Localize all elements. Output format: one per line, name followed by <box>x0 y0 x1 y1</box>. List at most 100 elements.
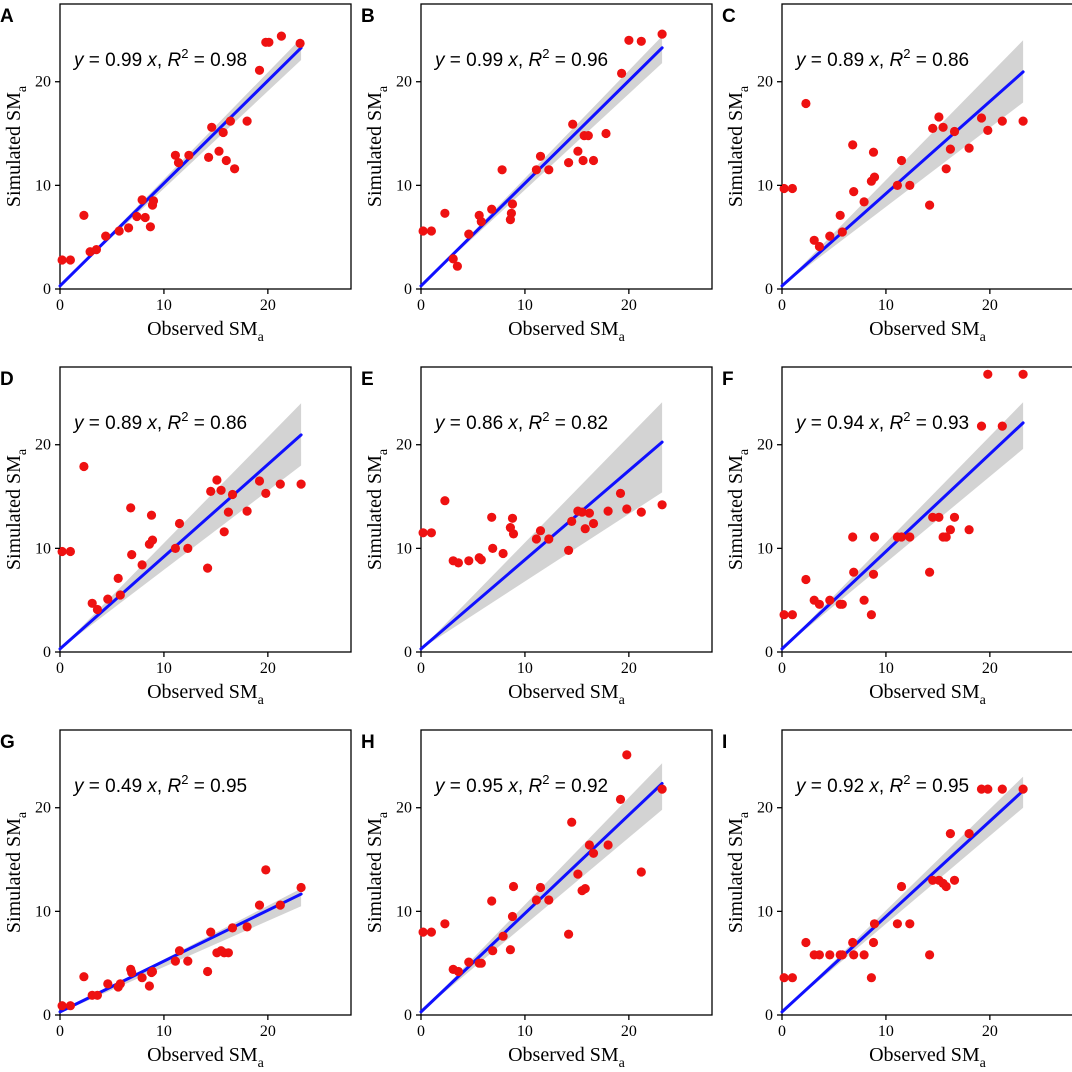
data-point <box>426 927 436 937</box>
plot-frame <box>59 729 352 1016</box>
y-tick-label: 10 <box>35 177 51 194</box>
panel-label: I <box>722 732 727 753</box>
data-point <box>825 595 835 605</box>
panel-a: 0 10 20 0 10 20 Ay = 0.99 x, R2 = 0.98 Observed… <box>0 3 352 345</box>
data-point <box>787 973 798 983</box>
data-point <box>65 546 75 557</box>
data-point <box>787 183 798 194</box>
data-point <box>464 556 474 566</box>
data-point <box>170 543 180 554</box>
data-point <box>896 881 907 892</box>
regression-equation: y = 0.94 x, R2 = 0.93 <box>794 409 969 434</box>
data-point <box>91 245 101 255</box>
x-tick-label: 20 <box>621 660 637 677</box>
data-point <box>218 127 228 138</box>
data-point <box>296 479 306 489</box>
y-tick-label: 10 <box>35 540 51 557</box>
data-point <box>426 226 436 236</box>
x-tick-label: 10 <box>517 660 533 677</box>
x-tick-label: 20 <box>260 297 276 314</box>
y-axis-title: Simulated SMa <box>3 448 30 570</box>
x-tick-label: 0 <box>56 297 64 314</box>
data-point <box>615 794 626 805</box>
data-point <box>254 900 265 910</box>
x-tick-label: 20 <box>260 1023 276 1040</box>
data-point <box>564 929 574 939</box>
data-point <box>115 590 125 600</box>
x-axis-title: Observed SMa <box>869 318 987 345</box>
x-tick-label: 10 <box>156 1023 172 1040</box>
data-point <box>174 946 185 956</box>
data-point <box>787 610 798 620</box>
data-point <box>848 937 858 948</box>
data-point <box>487 896 497 906</box>
data-point <box>945 525 956 535</box>
x-tick-label: 0 <box>417 660 425 677</box>
data-point <box>584 840 595 850</box>
data-point <box>452 261 462 271</box>
data-point <box>983 369 993 379</box>
data-point <box>261 488 271 498</box>
data-point <box>57 546 67 557</box>
data-point <box>137 973 147 983</box>
data-point <box>849 187 859 197</box>
data-point <box>568 119 578 129</box>
data-point <box>1018 369 1028 379</box>
data-point <box>488 946 498 956</box>
x-tick-label: 0 <box>778 1023 786 1040</box>
data-point <box>507 911 518 922</box>
x-axis-title: Observed SMa <box>147 1044 265 1071</box>
data-point <box>101 231 111 241</box>
data-point <box>617 68 627 78</box>
data-point <box>1018 784 1028 794</box>
data-point <box>848 532 858 542</box>
data-point <box>261 865 271 875</box>
panel-label: F <box>722 369 734 390</box>
data-point <box>276 31 286 41</box>
data-point <box>230 164 240 174</box>
data-point <box>507 513 518 523</box>
fit-line <box>419 781 664 1014</box>
data-point <box>79 972 89 982</box>
plot-frame <box>59 366 352 653</box>
data-point <box>221 155 231 166</box>
data-point <box>440 919 450 929</box>
data-point <box>949 512 960 522</box>
data-point <box>949 126 960 137</box>
data-point <box>145 222 155 232</box>
data-point <box>636 507 646 517</box>
data-point <box>505 945 515 955</box>
data-point <box>564 545 574 556</box>
y-axis-title: Simulated SMa <box>364 448 391 570</box>
data-point <box>934 512 944 522</box>
panel-f: 0 10 20 0 10 20 Fy = 0.94 x, R2 = 0.93 Observed… <box>722 366 1072 708</box>
data-point <box>214 146 224 156</box>
data-point <box>603 840 613 850</box>
data-point <box>636 36 646 46</box>
data-point <box>216 485 226 495</box>
y-tick-label: 10 <box>757 903 773 920</box>
data-point <box>476 958 486 968</box>
data-point <box>147 535 158 545</box>
data-point <box>866 973 877 983</box>
data-point <box>223 507 233 517</box>
data-point <box>242 506 252 516</box>
data-point <box>809 235 819 245</box>
data-point <box>584 508 595 518</box>
data-point <box>544 165 554 175</box>
y-tick-label: 0 <box>404 1007 412 1024</box>
data-point <box>544 534 554 544</box>
data-point <box>801 937 811 948</box>
y-tick-label: 20 <box>757 800 773 817</box>
data-point <box>869 532 880 542</box>
y-tick-label: 0 <box>43 644 51 661</box>
data-point <box>964 143 974 153</box>
x-tick-label: 20 <box>982 660 998 677</box>
data-point <box>925 200 935 210</box>
x-axis-title: Observed SMa <box>508 318 626 345</box>
y-tick-label: 10 <box>396 903 412 920</box>
data-point <box>147 966 158 977</box>
data-point <box>531 165 542 175</box>
regression-equation: y = 0.89 x, R2 = 0.86 <box>72 409 247 434</box>
plot-frame <box>420 3 713 290</box>
